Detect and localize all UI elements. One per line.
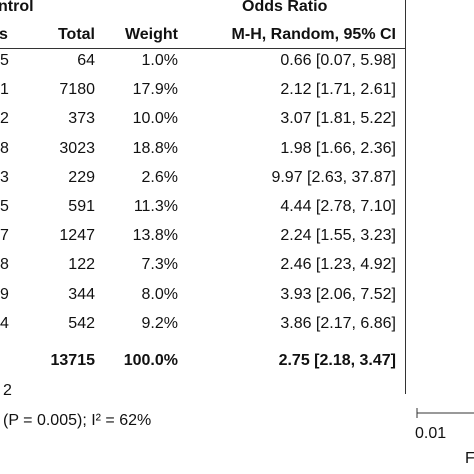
total-cell: 3023 [59,139,95,157]
table-row: 5 591 11.3% 4.44 [2.78, 7.10] [0,198,474,220]
weight-cell: 13.8% [132,227,178,245]
odds-ratio-cell: 9.97 [2.63, 37.87] [271,168,396,186]
table-row: 3 229 2.6% 9.97 [2.63, 37.87] [0,169,474,191]
odds-ratio-cell: 2.12 [1.71, 2.61] [280,81,396,99]
weight-cell: 17.9% [132,81,178,99]
table-row: 5 64 1.0% 0.66 [0.07, 5.98] [0,52,474,74]
header-rule [0,48,405,49]
table-row: 7 1247 13.8% 2.24 [1.55, 3.23] [0,227,474,249]
odds-ratio-cell: 2.24 [1.55, 3.23] [280,227,396,245]
table-row: 8 122 7.3% 2.46 [1.23, 4.92] [0,256,474,278]
table-row: 1 7180 17.9% 2.12 [1.71, 2.61] [0,81,474,103]
table-row: 8 3023 18.8% 1.98 [1.66, 2.36] [0,140,474,162]
odds-ratio-cell: 3.93 [2.06, 7.52] [280,285,396,303]
events-cell: 8 [0,256,9,274]
weight-cell: 18.8% [132,139,178,157]
events-cell: 8 [0,139,9,157]
heterogeneity-stats: (P = 0.005); I² = 62% [3,412,152,429]
column-header-weight: Weight [124,26,178,43]
total-cell: 64 [77,52,95,69]
odds-ratio-cell: 0.66 [0.07, 5.98] [280,52,396,69]
events-cell: 3 [0,168,9,186]
total-participants: 13715 [50,352,96,369]
total-cell: 344 [68,285,95,303]
group-header-control: ntrol [0,0,34,15]
total-cell: 591 [68,198,95,215]
forest-axis [416,408,474,418]
events-cell: 9 [0,285,9,303]
table-row: 2 373 10.0% 3.07 [1.81, 5.22] [0,110,474,132]
odds-ratio-cell: 1.98 [1.66, 2.36] [280,139,396,157]
events-cell: 2 [0,110,9,128]
odds-ratio-cell: 3.86 [2.17, 6.86] [280,314,396,332]
odds-ratio-cell: 3.07 [1.81, 5.22] [280,110,396,128]
weight-cell: 11.3% [133,198,178,215]
total-cell: 373 [68,110,95,128]
odds-ratio-title: Odds Ratio [242,0,328,15]
weight-cell: 8.0% [141,285,178,303]
events-cell: 5 [0,52,9,69]
events-cell: 7 [0,227,9,245]
odds-ratio-cell: 4.44 [2.78, 7.10] [280,198,396,215]
column-divider [405,0,406,394]
table-row: 4 542 9.2% 3.86 [2.17, 6.86] [0,315,474,337]
total-events-fragment: 2 [3,382,12,399]
table-row: 9 344 8.0% 3.93 [2.06, 7.52] [0,286,474,308]
weight-cell: 7.3% [141,256,178,274]
weight-cell: 2.6% [141,168,178,186]
total-weight: 100.0% [123,352,178,369]
total-cell: 7180 [59,81,95,99]
total-cell: 122 [68,256,95,274]
column-header-events: s [0,26,8,43]
weight-cell: 9.2% [141,314,178,332]
events-cell: 4 [0,314,9,332]
column-header-total: Total [57,26,95,43]
axis-tick-label: 0.01 [415,425,447,442]
events-cell: 5 [0,198,9,215]
total-cell: 1247 [59,227,95,245]
axis-side-label-fragment: F [465,450,474,467]
weight-cell: 10.0% [132,110,178,128]
total-cell: 229 [68,168,95,186]
column-header-method: M-H, Random, 95% CI [231,26,396,43]
weight-cell: 1.0% [141,52,178,69]
total-cell: 542 [68,314,95,332]
pooled-odds-ratio: 2.75 [2.18, 3.47] [278,352,396,369]
odds-ratio-cell: 2.46 [1.23, 4.92] [280,256,396,274]
events-cell: 1 [0,81,9,99]
